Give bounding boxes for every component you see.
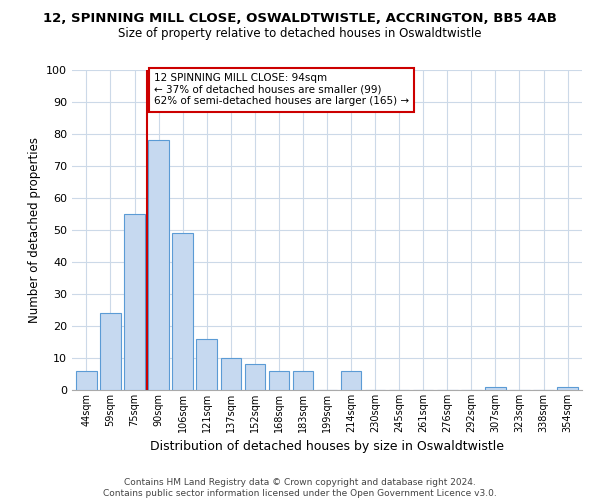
Text: 12 SPINNING MILL CLOSE: 94sqm
← 37% of detached houses are smaller (99)
62% of s: 12 SPINNING MILL CLOSE: 94sqm ← 37% of d…	[154, 73, 409, 106]
Y-axis label: Number of detached properties: Number of detached properties	[28, 137, 41, 323]
Bar	[293, 371, 313, 390]
Bar	[172, 233, 193, 390]
Bar	[485, 387, 506, 390]
Bar	[341, 371, 361, 390]
Bar	[245, 364, 265, 390]
Bar	[557, 387, 578, 390]
Bar	[221, 358, 241, 390]
Bar	[269, 371, 289, 390]
Bar	[196, 339, 217, 390]
Text: 12, SPINNING MILL CLOSE, OSWALDTWISTLE, ACCRINGTON, BB5 4AB: 12, SPINNING MILL CLOSE, OSWALDTWISTLE, …	[43, 12, 557, 26]
Text: Contains HM Land Registry data © Crown copyright and database right 2024.
Contai: Contains HM Land Registry data © Crown c…	[103, 478, 497, 498]
Bar	[100, 313, 121, 390]
Bar	[76, 371, 97, 390]
Text: Size of property relative to detached houses in Oswaldtwistle: Size of property relative to detached ho…	[118, 28, 482, 40]
X-axis label: Distribution of detached houses by size in Oswaldtwistle: Distribution of detached houses by size …	[150, 440, 504, 454]
Bar	[124, 214, 145, 390]
Bar	[148, 140, 169, 390]
